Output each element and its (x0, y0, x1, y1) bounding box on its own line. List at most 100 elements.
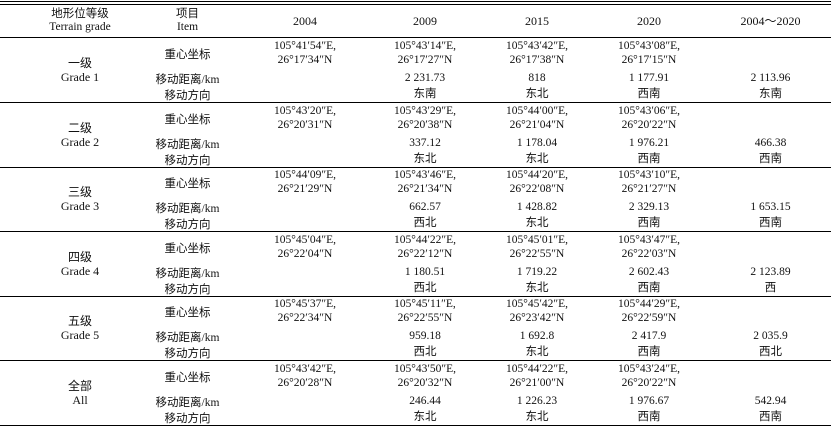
item-label-direction: 移动方向 (164, 90, 211, 102)
top-rule (0, 1, 831, 2)
table-row-coordinate: 重心坐标 105°41′54″E, 26°17′34″N 105°43′14″E, 26… (0, 38, 831, 70)
item-label-coordinate: 重心坐标 (164, 49, 211, 61)
latitude-text: 26°21′00″N (509, 376, 565, 389)
direction-cell-2009: 西北 (413, 346, 437, 358)
latitude-text: 26°20′38″N (397, 118, 453, 131)
direction-cell-span: 西南 (759, 410, 782, 423)
direction-cell-2020: 西南 (637, 346, 661, 358)
distance-cell-2009: 2 231.73 (404, 72, 446, 84)
grade-label: 四级 Grade 4 (30, 232, 130, 296)
grade-label-cn: 五级 (67, 314, 92, 328)
latitude-text: 26°21′27″N (621, 183, 677, 195)
latitude-text: 26°21′04″N (509, 118, 565, 131)
distance-cell-2020: 1 976.21 (628, 136, 670, 149)
distance-cell-2009: 337.12 (409, 136, 441, 149)
distance-cell-2015: 1 178.04 (516, 136, 558, 149)
table-row-coordinate: 重心坐标 105°45′04″E, 26°22′04″N 105°44′22″E, 26… (0, 232, 831, 264)
header-2004: 2004 (293, 13, 317, 28)
longitude-text: 105°43′42″E, (273, 362, 337, 375)
item-label-distance: 移动距离/km (155, 332, 220, 344)
grade-label-en: Grade 4 (60, 263, 100, 278)
table-row-distance: 移动距离/km 246.44 1 226.23 1 976.67 542.94 (0, 393, 831, 409)
item-label-coordinate: 重心坐标 (164, 178, 211, 190)
item-label-distance: 移动距离/km (155, 267, 220, 280)
longitude-text: 105°43′24″E, (617, 362, 681, 375)
table-row-distance: 移动距离/km 337.12 1 178.04 1 976.21 466.38 (0, 135, 831, 151)
longitude-text: 105°45′11″E, (394, 298, 456, 310)
coordinate-cell-2004: 105°45′37″E, 26°22′34″N (250, 297, 360, 325)
longitude-text: 105°43′47″E, (617, 233, 681, 246)
table-row-direction: 移动方向 西北 东北 西南 西北 (0, 344, 831, 360)
latitude-text: 26°23′42″N (509, 312, 565, 324)
direction-cell-2009: 东北 (413, 410, 437, 423)
direction-cell-2009: 西北 (413, 217, 437, 229)
grade-label-en: Grade 5 (60, 328, 100, 342)
item-label-distance: 移动距离/km (155, 74, 220, 86)
grade-label-en: All (72, 392, 88, 407)
distance-cell-span: 2 035.9 (753, 330, 788, 342)
latitude-text: 26°20′28″N (277, 376, 333, 389)
direction-cell-2020: 西南 (637, 88, 661, 100)
direction-cell-2015: 东北 (525, 281, 549, 294)
item-label-distance: 移动距离/km (155, 138, 220, 151)
direction-cell-2020: 西南 (637, 410, 661, 423)
coordinate-cell-2004: 105°45′04″E, 26°22′04″N (250, 233, 360, 261)
table-row-direction: 移动方向 西北 东北 西南 西南 (0, 215, 831, 231)
item-label-distance: 移动距离/km (155, 203, 220, 215)
latitude-text: 26°22′04″N (277, 247, 333, 260)
coordinate-cell-2009: 105°43′14″E, 26°17′27″N (370, 39, 480, 67)
coordinate-cell-2009: 105°44′22″E, 26°22′12″N (370, 233, 480, 261)
distance-cell-2009: 959.18 (409, 330, 441, 342)
table-row-coordinate: 重心坐标 105°45′37″E, 26°22′34″N 105°45′11″E, 26… (0, 296, 831, 328)
coordinate-cell-2004: 105°43′42″E, 26°20′28″N (250, 362, 360, 390)
longitude-text: 105°45′42″E, (505, 298, 569, 310)
distance-cell-2020: 2 417.9 (631, 330, 667, 342)
header-span: 2004～2020 (740, 13, 801, 28)
distance-cell-span: 466.38 (754, 136, 787, 149)
direction-cell-2009: 西北 (413, 281, 437, 294)
table-row-distance: 移动距离/km 1 180.51 1 719.22 2 602.43 2 123.89 (0, 264, 831, 280)
coordinate-cell-2020: 105°43′47″E, 26°22′03″N (594, 233, 704, 261)
direction-cell-2020: 西南 (637, 217, 661, 229)
header-item-en: Item (176, 21, 199, 33)
latitude-text: 26°20′22″N (621, 118, 677, 131)
latitude-text: 26°17′34″N (277, 54, 333, 66)
grade-label-en: Grade 2 (60, 134, 100, 149)
longitude-text: 105°43′42″E, (505, 40, 569, 52)
table-row-direction: 移动方向 西北 东北 西南 西 (0, 280, 831, 296)
latitude-text: 26°17′38″N (509, 54, 565, 66)
header-grade: 地形位等级 Terrain grade (20, 5, 140, 37)
longitude-text: 105°44′22″E, (393, 233, 457, 246)
grade-group: 三级 Grade 3 重心坐标 105°44′09″E, 26°21′29″N 105°4… (0, 167, 831, 232)
item-label-direction: 移动方向 (164, 219, 211, 231)
header-item: 项目 Item (140, 5, 235, 37)
longitude-text: 105°44′09″E, (273, 169, 337, 181)
longitude-text: 105°43′46″E, (393, 169, 457, 181)
coordinate-cell-2015: 105°45′01″E, 26°22′55″N (482, 233, 592, 261)
distance-cell-span: 2 123.89 (750, 265, 791, 278)
direction-cell-span: 西 (764, 281, 777, 294)
header-grade-cn: 地形位等级 (51, 8, 109, 20)
distance-cell-2020: 1 177.91 (628, 72, 670, 84)
distance-cell-span: 1 653.15 (750, 201, 791, 213)
longitude-text: 105°43′50″E, (393, 362, 457, 375)
distance-cell-2020: 1 976.67 (628, 394, 670, 407)
header-2009: 2009 (413, 13, 437, 28)
grade-label-en: Grade 1 (60, 70, 100, 84)
grade-label-cn: 二级 (67, 120, 92, 135)
coordinate-cell-2020: 105°43′06″E, 26°20′22″N (594, 104, 704, 132)
item-label-direction: 移动方向 (164, 283, 211, 296)
table-row-coordinate: 重心坐标 105°43′20″E, 26°20′31″N 105°43′29″E, 26… (0, 103, 831, 135)
grade-label: 二级 Grade 2 (30, 103, 130, 167)
distance-cell-2015: 818 (528, 72, 546, 84)
latitude-text: 26°22′59″N (621, 312, 677, 324)
coordinate-cell-2009: 105°45′11″E, 26°22′55″N (370, 297, 480, 325)
distance-cell-span: 2 113.96 (750, 72, 791, 84)
table-row-distance: 移动距离/km 2 231.73 818 1 177.91 2 113.96 (0, 70, 831, 86)
direction-cell-span: 西北 (759, 346, 782, 358)
latitude-text: 26°20′32″N (397, 376, 453, 389)
coordinate-cell-2009: 105°43′46″E, 26°21′34″N (370, 168, 480, 196)
longitude-text: 105°41′54″E, (273, 40, 337, 52)
grade-group: 五级 Grade 5 重心坐标 105°45′37″E, 26°22′34″N 105°4… (0, 296, 831, 361)
